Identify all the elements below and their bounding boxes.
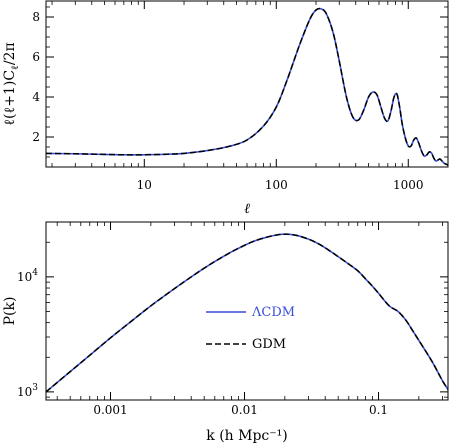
- y-tick-label: 2: [32, 130, 40, 144]
- x-axis-label: ℓ: [244, 201, 250, 217]
- legend-label-gdm: GDM: [252, 337, 286, 352]
- y-tick-label: 6: [32, 50, 40, 64]
- x-axis-label: k (h Mpc⁻¹): [206, 428, 287, 444]
- y-axis-label: ℓ(ℓ+1)Cℓ/2π: [2, 42, 21, 125]
- y-tick-label: 8: [32, 10, 40, 24]
- legend: ΛCDM GDM: [206, 305, 295, 352]
- y-tick-label: 103: [17, 383, 38, 399]
- cmb-spectrum-panel: 10 100 1000 2 4 6 8 ℓ ℓ(ℓ+1)Cℓ/2π: [2, 0, 449, 217]
- series-lines: [46, 7, 448, 166]
- y-axis-label: P(k): [2, 297, 18, 326]
- x-tick-label: 0.1: [369, 403, 388, 417]
- plot-frame: [45, 0, 449, 168]
- series-line-gdm: [46, 7, 448, 166]
- series-line-gdm: [46, 233, 448, 393]
- legend-label-lcdm: ΛCDM: [251, 305, 295, 320]
- x-tick-label: 0.01: [231, 403, 258, 417]
- series-line-lcdm: [46, 233, 448, 393]
- x-tick-label: 0.001: [93, 403, 127, 417]
- plot-frame: [45, 221, 449, 401]
- series-line-lcdm: [46, 7, 448, 166]
- minor-ticks: [46, 1, 448, 168]
- matter-power-panel: 0.001 0.01 0.1 103 104 k (h Mpc⁻¹) P(k) ΛCDM GDM: [2, 221, 449, 444]
- x-tick-label: 10: [137, 178, 152, 192]
- x-tick-label: 1000: [393, 178, 424, 192]
- x-tick-label: 100: [265, 178, 288, 192]
- minor-ticks: [46, 222, 448, 400]
- y-tick-label: 104: [17, 268, 38, 284]
- y-tick-label: 4: [32, 90, 40, 104]
- series-lines: [46, 233, 448, 393]
